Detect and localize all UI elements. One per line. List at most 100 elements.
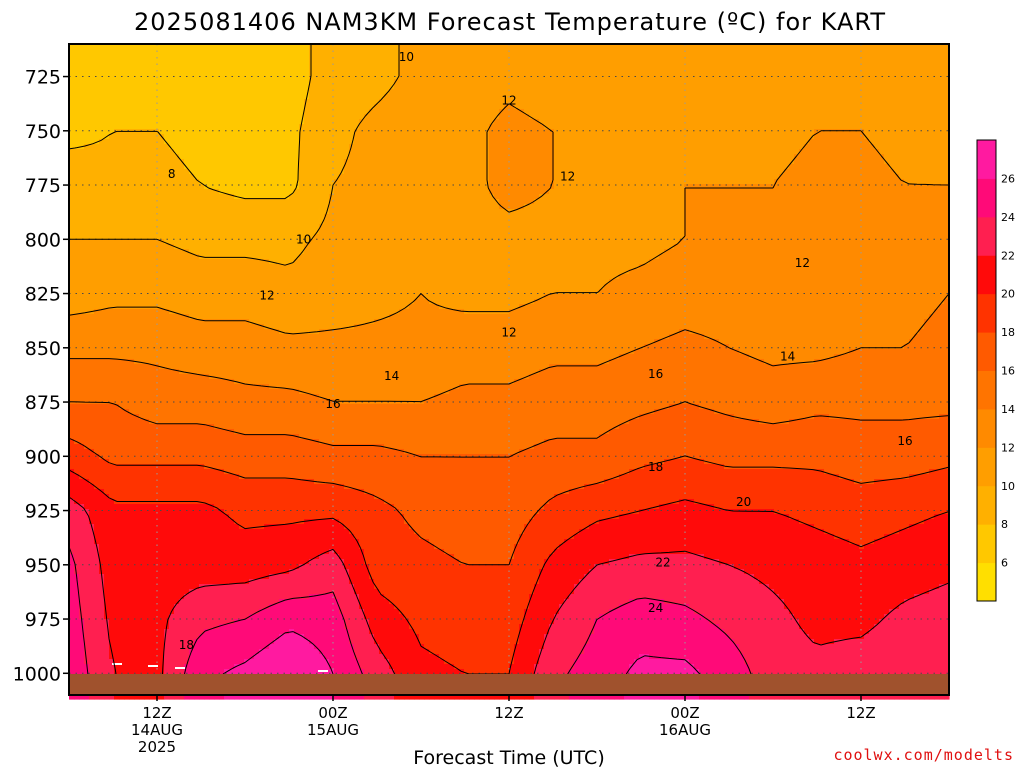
temperature-cell: [189, 184, 195, 190]
temperature-cell: [184, 194, 190, 200]
temperature-cell: [124, 589, 130, 595]
temperature-cell: [69, 214, 75, 220]
temperature-cell: [189, 599, 195, 605]
temperature-cell: [104, 319, 110, 325]
temperature-cell: [134, 649, 140, 655]
temperature-cell: [164, 539, 170, 545]
temperature-cell: [114, 134, 120, 140]
temperature-cell: [154, 469, 160, 475]
temperature-cell: [99, 359, 105, 365]
temperature-cell: [199, 259, 205, 265]
temperature-cell: [214, 209, 220, 215]
temperature-cell: [159, 524, 165, 530]
temperature-cell: [179, 659, 185, 665]
temperature-cell: [164, 49, 170, 55]
temperature-cell: [239, 99, 245, 105]
temperature-cell: [109, 169, 115, 175]
temperature-cell: [164, 109, 170, 115]
temperature-cell: [144, 594, 150, 600]
temperature-cell: [119, 349, 125, 355]
temperature-cell: [109, 394, 115, 400]
temperature-cell: [184, 459, 190, 465]
temperature-cell: [159, 344, 165, 350]
temperature-cell: [199, 79, 205, 85]
temperature-cell: [109, 489, 115, 495]
temperature-cell: [79, 44, 85, 50]
temperature-cell: [94, 369, 100, 375]
temperature-cell: [94, 94, 100, 100]
temperature-cell: [174, 84, 180, 90]
temperature-cell: [154, 604, 160, 610]
temperature-cell: [129, 374, 135, 380]
temperature-cell: [214, 554, 220, 560]
temperature-cell: [174, 179, 180, 185]
temperature-cell: [94, 644, 100, 650]
temperature-cell: [194, 164, 200, 170]
temperature-cell: [174, 434, 180, 440]
temperature-cell: [169, 354, 175, 360]
temperature-cell: [139, 149, 145, 155]
temperature-cell: [209, 594, 215, 600]
temperature-cell: [84, 429, 90, 435]
temperature-cell: [74, 319, 80, 325]
temperature-cell: [199, 354, 205, 360]
temperature-cell: [84, 669, 90, 675]
temperature-cell: [94, 429, 100, 435]
temperature-cell: [74, 204, 80, 210]
temperature-cell: [114, 609, 120, 615]
temperature-cell: [144, 179, 150, 185]
temperature-cell: [109, 334, 115, 340]
temperature-cell: [144, 664, 150, 670]
temperature-cell: [234, 424, 240, 430]
temperature-cell: [249, 159, 255, 165]
temperature-cell: [244, 434, 250, 440]
temperature-cell: [109, 564, 115, 570]
temperature-cell: [144, 614, 150, 620]
temperature-cell: [74, 534, 80, 540]
temperature-cell: [189, 274, 195, 280]
temperature-cell: [249, 179, 255, 185]
temperature-cell: [159, 309, 165, 315]
temperature-cell: [129, 489, 135, 495]
temperature-cell: [139, 414, 145, 420]
temperature-cell: [104, 574, 110, 580]
temperature-cell: [79, 554, 85, 560]
temperature-cell: [244, 524, 250, 530]
temperature-cell: [69, 344, 75, 350]
temperature-cell: [239, 344, 245, 350]
temperature-cell: [119, 449, 125, 455]
temperature-cell: [99, 279, 105, 285]
temperature-cell: [184, 214, 190, 220]
temperature-cell: [124, 174, 130, 180]
temperature-cell: [139, 574, 145, 580]
temperature-cell: [74, 94, 80, 100]
temperature-cell: [89, 349, 95, 355]
temperature-cell: [244, 419, 250, 425]
temperature-cell: [154, 314, 160, 320]
temperature-cell: [89, 124, 95, 130]
temperature-cell: [224, 369, 230, 375]
temperature-cell: [134, 324, 140, 330]
temperature-cell: [69, 134, 75, 140]
temperature-cell: [114, 484, 120, 490]
temperature-cell: [204, 204, 210, 210]
temperature-cell: [134, 349, 140, 355]
temperature-cell: [194, 414, 200, 420]
temperature-cell: [189, 314, 195, 320]
temperature-cell: [194, 189, 200, 195]
temperature-cell: [169, 244, 175, 250]
temperature-cell: [159, 279, 165, 285]
temperature-cell: [129, 134, 135, 140]
temperature-cell: [134, 669, 140, 675]
temperature-cell: [229, 439, 235, 445]
temperature-cell: [149, 459, 155, 465]
temperature-cell: [109, 164, 115, 170]
temperature-cell: [204, 189, 210, 195]
temperature-cell: [99, 569, 105, 575]
temperature-cell: [129, 409, 135, 415]
temperature-cell: [194, 489, 200, 495]
temperature-cell: [254, 669, 260, 675]
temperature-cell: [119, 229, 125, 235]
temperature-cell: [189, 279, 195, 285]
temperature-cell: [124, 324, 130, 330]
